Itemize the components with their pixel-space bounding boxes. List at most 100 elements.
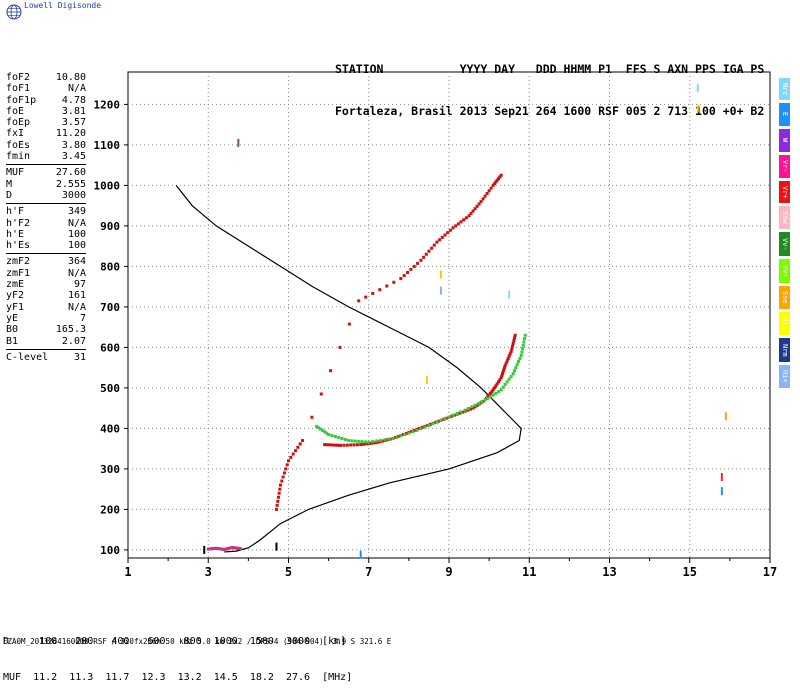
- param-row: B0 165.3: [6, 324, 86, 335]
- echo-point: [319, 392, 323, 396]
- param-row: fxI 11.20: [6, 128, 86, 139]
- echo-point: [278, 487, 282, 491]
- echo-point: [463, 408, 467, 412]
- scatter-point: [203, 545, 206, 554]
- echo-point: [462, 218, 466, 222]
- param-separator: [6, 203, 86, 205]
- param-row: C-level 31: [6, 352, 86, 363]
- echo-point: [409, 267, 413, 271]
- echo-point: [331, 443, 335, 447]
- echo-point: [492, 182, 496, 186]
- echo-point: [491, 388, 495, 392]
- echo-point: [487, 189, 491, 193]
- echo-point: [467, 214, 471, 218]
- echo-point: [504, 361, 508, 365]
- param-value: N/A: [67, 267, 86, 279]
- echo-point: [399, 277, 403, 281]
- echo-point: [301, 439, 305, 443]
- echo-point: [330, 433, 334, 437]
- param-value: 3.45: [61, 151, 86, 163]
- echo-point: [491, 183, 495, 187]
- echo-point: [419, 258, 423, 262]
- param-row: D 3000: [6, 190, 86, 201]
- echo-point: [402, 274, 406, 278]
- legend-tag-e: E: [779, 103, 790, 126]
- echo-point: [375, 439, 379, 443]
- echo-point: [291, 452, 295, 456]
- echo-point: [289, 455, 293, 459]
- x-tick-label: 17: [763, 565, 777, 579]
- legend-tag-vv: Vv+: [779, 259, 790, 283]
- echo-point: [238, 547, 242, 551]
- echo-point: [507, 354, 511, 358]
- echo-point: [487, 393, 491, 397]
- echo-point: [443, 417, 447, 421]
- param-value: 165.3: [55, 324, 86, 336]
- echo-point: [350, 439, 354, 443]
- echo-point: [364, 295, 368, 299]
- echo-point: [464, 216, 468, 220]
- param-label: D: [6, 189, 13, 201]
- param-row: foF1 N/A: [6, 83, 86, 94]
- echo-point: [343, 438, 347, 442]
- param-value: 31: [73, 351, 86, 363]
- param-row: B1 2.07: [6, 336, 86, 347]
- echo-point: [451, 413, 455, 417]
- echo-point: [338, 345, 342, 349]
- legend-tag-hi: Hi-: [779, 312, 790, 335]
- echo-point: [515, 363, 519, 367]
- echo-point: [446, 231, 450, 235]
- param-value: N/A: [67, 217, 86, 229]
- param-label: foF1p: [6, 94, 37, 106]
- param-label: foF1: [6, 83, 31, 95]
- echo-point: [456, 222, 460, 226]
- echo-point: [514, 366, 518, 370]
- echo-point: [415, 428, 419, 432]
- param-value: 3.81: [61, 105, 86, 117]
- echo-point: [488, 395, 492, 399]
- scatter-point: [439, 270, 442, 279]
- echo-point: [427, 249, 431, 253]
- echo-point: [502, 368, 506, 372]
- param-value: 2.07: [61, 335, 86, 347]
- echo-point: [276, 499, 280, 503]
- param-value: 364: [67, 256, 86, 268]
- echo-point: [523, 337, 527, 341]
- param-row: zmF2 364: [6, 256, 86, 267]
- echo-point: [403, 432, 407, 436]
- scatter-point: [439, 286, 442, 295]
- echo-point: [277, 491, 281, 495]
- x-tick-label: 3: [205, 565, 212, 579]
- echo-point: [327, 432, 331, 436]
- echo-point: [473, 403, 477, 407]
- echo-point: [483, 194, 487, 198]
- echo-point: [352, 443, 356, 447]
- param-row: zmF1 N/A: [6, 268, 86, 279]
- scatter-point: [720, 473, 723, 481]
- echo-point: [333, 435, 337, 438]
- param-value: 100: [67, 240, 86, 252]
- echo-point: [521, 343, 525, 347]
- echo-point: [323, 430, 327, 434]
- param-row: h'E 100: [6, 229, 86, 240]
- echo-point: [509, 374, 513, 378]
- scatter-point: [508, 290, 511, 299]
- echo-point: [285, 463, 289, 467]
- echo-point: [280, 479, 284, 483]
- echo-point: [492, 386, 496, 390]
- param-value: 7: [79, 312, 86, 324]
- scatter-point: [359, 550, 362, 559]
- echo-point: [511, 372, 515, 376]
- x-tick-label: 9: [445, 565, 452, 579]
- echo-point: [325, 443, 329, 447]
- echo-point: [506, 357, 510, 361]
- echo-point: [488, 391, 492, 395]
- echo-point: [278, 483, 282, 487]
- echo-point: [475, 403, 479, 407]
- param-separator: [6, 348, 86, 350]
- param-row: yE 7: [6, 313, 86, 324]
- echo-point: [347, 439, 351, 443]
- echo-point: [371, 440, 375, 444]
- param-label: fmin: [6, 151, 31, 163]
- param-value: 27.60: [55, 167, 86, 179]
